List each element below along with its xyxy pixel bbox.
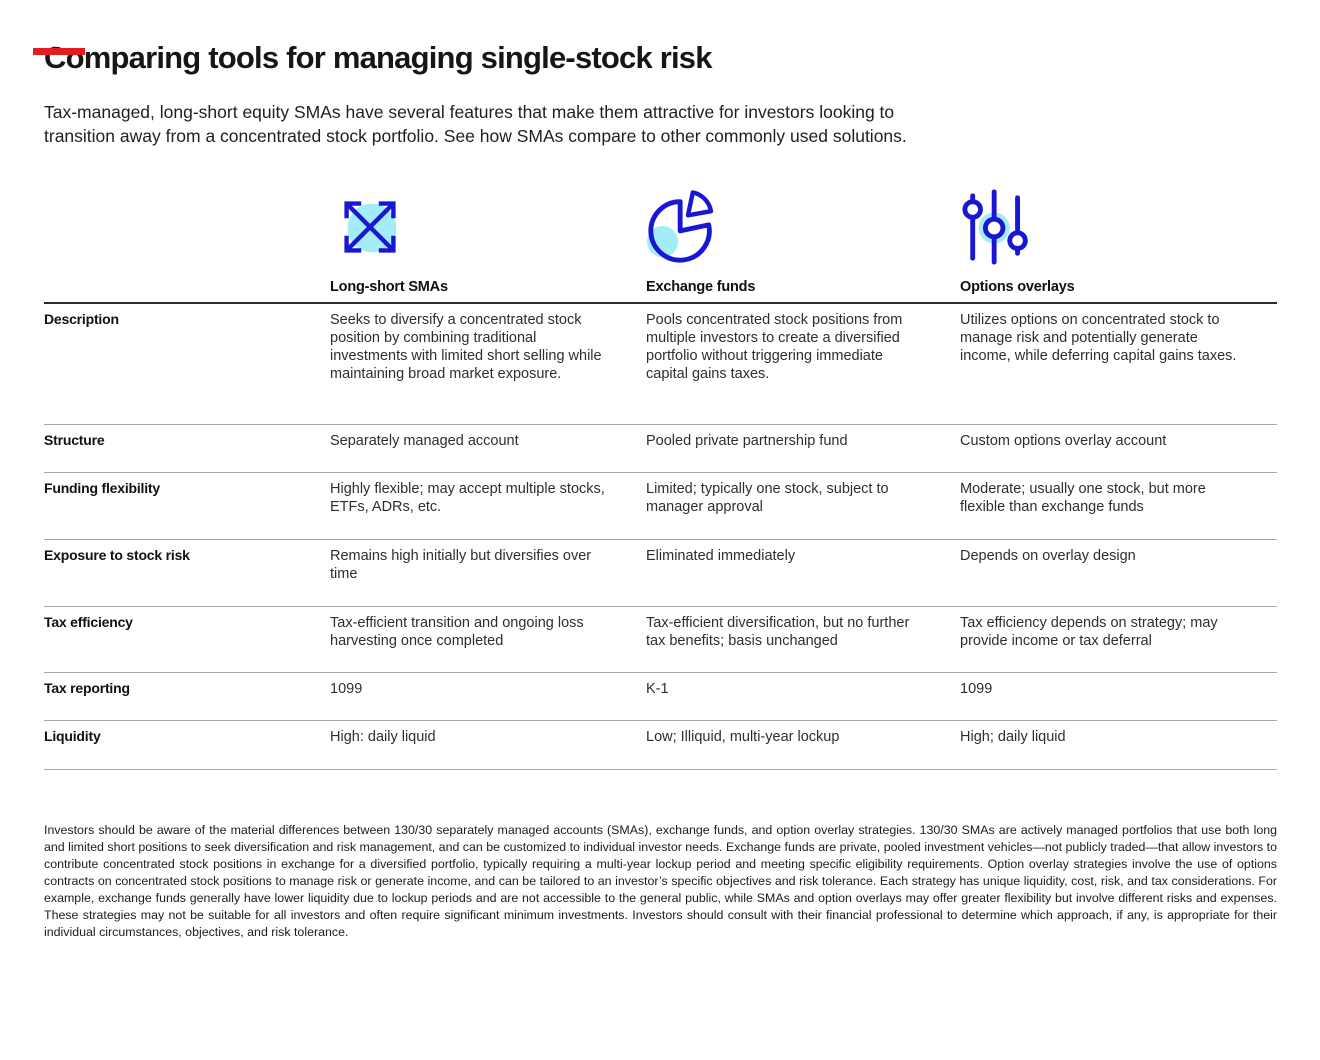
table-cell: Moderate; usually one stock, but more fl…: [960, 481, 1206, 515]
page-title: Comparing tools for managing single-stoc…: [44, 40, 713, 75]
table-row-exposure-to-stock-risk: Exposure to stock risk Remains high init…: [44, 540, 1277, 607]
table-cell: K-1: [646, 681, 669, 697]
table-cell: Utilizes options on concentrated stock t…: [960, 312, 1237, 364]
table-row-tax-reporting: Tax reporting 1099 K-1 1099: [44, 673, 1277, 721]
intro-paragraph: Tax-managed, long-short equity SMAs have…: [44, 102, 907, 146]
content-area: Comparing tools for managing single-stoc…: [0, 40, 1320, 941]
pie-chart-icon: [647, 190, 714, 263]
table-cell: Pooled private partnership fund: [646, 433, 848, 449]
disclosure-footnote: Investors should be aware of the materia…: [44, 823, 1277, 939]
row-label: Liquidity: [44, 728, 101, 744]
table-cell: 1099: [960, 681, 993, 697]
row-label: Description: [44, 311, 119, 327]
table-cell: Pools concentrated stock positions from …: [646, 312, 903, 382]
table-cell: Depends on overlay design: [960, 548, 1136, 564]
sliders-icon: [962, 189, 1028, 265]
column-header-label: Long-short SMAs: [330, 279, 448, 295]
column-header-long-short-smas: Long-short SMAs: [330, 188, 646, 302]
row-label: Funding flexibility: [44, 480, 160, 496]
row-label: Tax reporting: [44, 680, 130, 696]
table-cell: 1099: [330, 681, 363, 697]
column-header-label: Options overlays: [960, 279, 1075, 295]
row-label: Exposure to stock risk: [44, 547, 190, 563]
table-cell: Highly flexible; may accept multiple sto…: [330, 481, 605, 515]
table-cell: High: daily liquid: [330, 729, 436, 745]
table-row-tax-efficiency: Tax efficiency Tax-efficient transition …: [44, 607, 1277, 673]
brand-accent-bar: [33, 48, 85, 55]
table-cell: Tax-efficient transition and ongoing los…: [330, 615, 584, 649]
column-header-exchange-funds: Exchange funds: [646, 188, 960, 302]
table-cell: Tax-efficient diversification, but no fu…: [646, 615, 910, 649]
table-cell: Tax efficiency depends on strategy; may …: [960, 615, 1218, 649]
column-header-options-overlays: Options overlays: [960, 188, 1277, 302]
table-cell: Low; Illiquid, multi-year lockup: [646, 729, 840, 745]
table-row-funding-flexibility: Funding flexibility Highly flexible; may…: [44, 473, 1277, 540]
table-cell: Eliminated immediately: [646, 548, 796, 564]
table-cell: Limited; typically one stock, subject to…: [646, 481, 889, 515]
table-row-structure: Structure Separately managed account Poo…: [44, 425, 1277, 473]
row-label: Tax efficiency: [44, 614, 133, 630]
table-row-liquidity: Liquidity High: daily liquid Low; Illiqu…: [44, 721, 1277, 770]
expand-arrows-icon: [344, 201, 397, 253]
row-label: Structure: [44, 432, 105, 448]
table-cell: Seeks to diversify a concentrated stock …: [330, 312, 602, 382]
table-row-description: Description Seeks to diversify a concent…: [44, 304, 1277, 425]
table-cell: Separately managed account: [330, 433, 519, 449]
column-header-label: Exchange funds: [646, 279, 756, 295]
document-page: Comparing tools for managing single-stoc…: [0, 40, 1320, 1060]
table-cell: High; daily liquid: [960, 729, 1066, 745]
table-header: Long-short SMAs Exchange funds: [44, 188, 1277, 304]
table-cell: Remains high initially but diversifies o…: [330, 548, 592, 582]
table-cell: Custom options overlay account: [960, 433, 1167, 449]
